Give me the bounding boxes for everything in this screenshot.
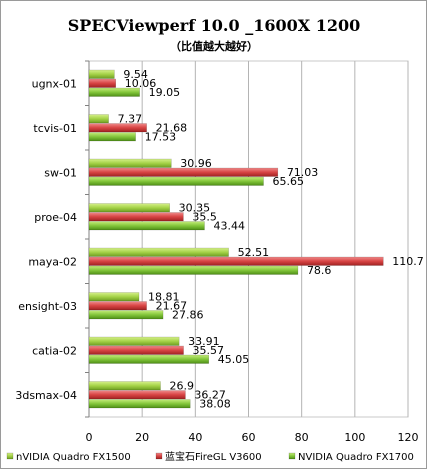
data-label: 18.81 [148, 291, 180, 304]
bar-catia-02-s1 [88, 345, 184, 355]
data-label: 65.65 [273, 175, 305, 188]
bar-tcvis-01-s1 [88, 123, 147, 133]
data-label: 38.08 [199, 398, 231, 411]
data-label: 19.05 [149, 86, 181, 99]
x-tick-label: 80 [295, 431, 309, 444]
bar-ugnx-01-s1 [88, 78, 116, 88]
legend-label-s2: NVIDIA Quadro FX1700 [298, 452, 414, 463]
bar-maya-02-s2 [88, 265, 299, 275]
bar-ugnx-01-s0 [88, 69, 115, 79]
data-label: 71.03 [287, 166, 319, 179]
data-label: 43.44 [213, 220, 245, 233]
data-label: 36.27 [194, 389, 226, 402]
bar-tcvis-01-s2 [88, 132, 136, 142]
data-label: 17.53 [145, 131, 177, 144]
x-tick-label: 0 [86, 431, 93, 444]
legend-label-s1: 蓝宝石FireGL V3600 [165, 450, 262, 463]
data-label: 10.06 [125, 77, 156, 90]
data-label: 35.57 [193, 344, 225, 357]
bar-proe-04-s1 [88, 212, 184, 222]
bar-proe-04-s0 [88, 203, 170, 213]
data-label: 78.6 [307, 264, 332, 277]
bar-3dsmax-04-s2 [88, 399, 191, 409]
bar-sw-01-s1 [88, 167, 279, 177]
data-label: 27.86 [172, 309, 204, 322]
bar-tcvis-01-s0 [88, 114, 109, 124]
bar-maya-02-s1 [88, 256, 384, 266]
bar-3dsmax-04-s0 [88, 381, 161, 391]
data-label: 35.5 [192, 211, 217, 224]
category-label: maya-02 [28, 255, 77, 268]
x-tick-label: 20 [135, 431, 149, 444]
x-tick-label: 60 [242, 431, 256, 444]
bar-sw-01-s0 [88, 158, 172, 168]
category-label: proe-04 [34, 211, 77, 224]
data-label: 7.37 [118, 113, 143, 126]
legend-swatch-s1 [155, 452, 163, 460]
category-label: catia-02 [32, 344, 77, 357]
bar-ensight-03-s0 [88, 292, 140, 302]
data-label: 21.68 [156, 122, 188, 135]
bar-sw-01-s2 [88, 176, 264, 186]
bar-3dsmax-04-s1 [88, 390, 186, 400]
bar-proe-04-s2 [88, 221, 205, 231]
bar-ensight-03-s1 [88, 301, 147, 311]
data-label: 21.67 [156, 300, 188, 313]
legend-label-s0: nVIDIA Quadro FX1500 [16, 452, 131, 463]
x-tick-label: 100 [344, 431, 365, 444]
data-label: 33.91 [188, 335, 220, 348]
data-label: 30.35 [179, 202, 211, 215]
data-label: 52.51 [238, 246, 270, 259]
legend-swatch-s2 [288, 452, 296, 460]
legend-swatch-s0 [6, 452, 14, 460]
data-label: 26.9 [170, 380, 195, 393]
data-label: 30.96 [180, 157, 212, 170]
bar-maya-02-s0 [88, 247, 229, 257]
x-tick-label: 120 [398, 431, 419, 444]
x-tick-label: 40 [188, 431, 202, 444]
category-label: 3dsmax-04 [15, 389, 77, 402]
category-label: sw-01 [44, 166, 77, 179]
data-label: 45.05 [218, 353, 250, 366]
legend: nVIDIA Quadro FX1500 蓝宝石FireGL V3600 NVIDI… [6, 450, 414, 463]
bar-ugnx-01-s2 [88, 87, 140, 97]
category-label: ensight-03 [18, 300, 77, 313]
category-label: tcvis-01 [33, 122, 77, 135]
bars-layer [88, 69, 384, 409]
bar-catia-02-s2 [88, 354, 210, 364]
data-label: 9.54 [123, 68, 148, 81]
category-label: ugnx-01 [32, 77, 77, 90]
data-label: 110.7 [392, 255, 424, 268]
chart-title: SPECViewperf 10.0 _1600X 1200 [68, 16, 361, 35]
chart-subtitle: （比值越大越好） [170, 39, 258, 53]
bar-catia-02-s0 [88, 336, 180, 346]
bar-ensight-03-s2 [88, 310, 164, 320]
